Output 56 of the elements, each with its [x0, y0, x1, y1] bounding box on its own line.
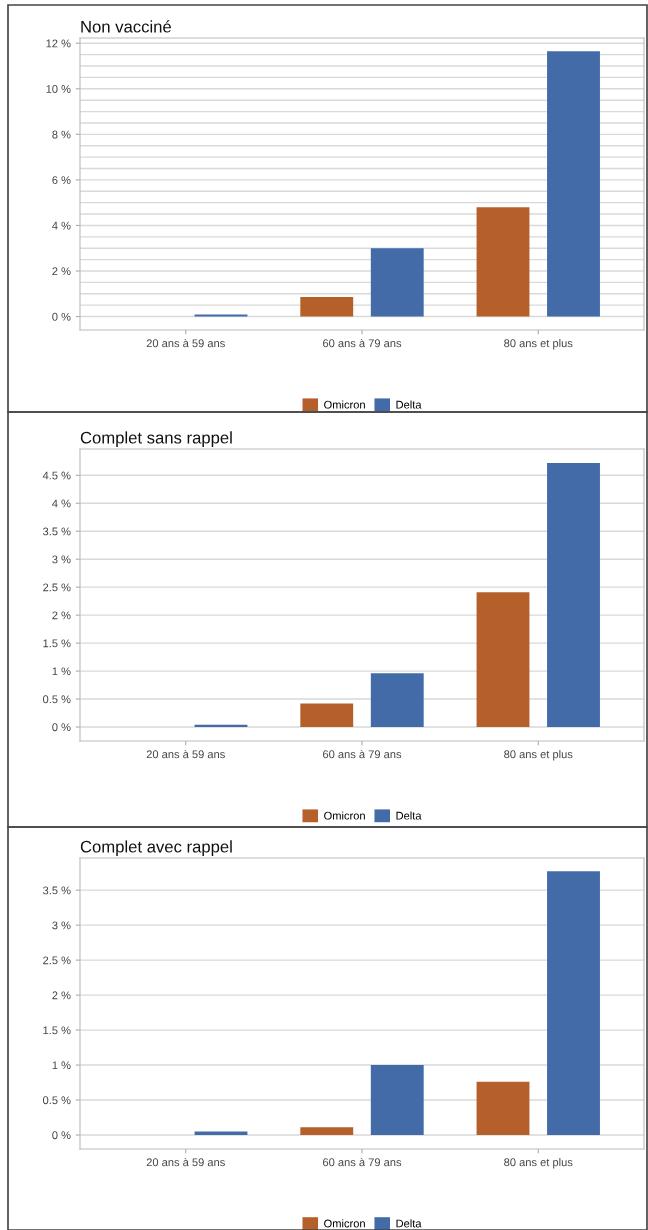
y-tick-label: 0 %: [52, 1131, 71, 1140]
y-tick-label: 0 %: [52, 723, 71, 732]
legend-label: Delta: [396, 811, 422, 820]
y-tick-label: 1.5 %: [43, 639, 71, 648]
y-tick-label: 10 %: [46, 85, 71, 93]
legend-label: Omicron: [324, 811, 365, 820]
x-tick-label: 60 ans à 79 ans: [323, 749, 402, 759]
y-tick-label: 2 %: [52, 611, 71, 620]
bar: [476, 592, 530, 728]
bar: [300, 1127, 354, 1136]
bar: [547, 462, 600, 728]
y-tick-label: 3 %: [52, 921, 71, 930]
bar: [476, 1081, 530, 1136]
y-tick-label: 2 %: [52, 267, 71, 276]
y-tick-label: 1 %: [52, 1061, 71, 1070]
y-tick-label: 2.5 %: [43, 956, 71, 965]
y-tick-label: 3.5 %: [42, 527, 71, 536]
bar: [547, 51, 600, 317]
y-tick-label: 8 %: [52, 130, 71, 139]
x-tick-label: 20 ans à 59 ans: [146, 1157, 225, 1167]
y-tick-label: 12 %: [46, 39, 71, 48]
x-tick-label: 20 ans à 59 ans: [146, 338, 225, 348]
legend-label: Delta: [396, 1219, 422, 1228]
y-tick-label: 1 %: [52, 667, 71, 676]
chart-title: Complet sans rappel: [80, 431, 232, 447]
bar: [370, 1065, 424, 1136]
legend-label: Omicron: [324, 400, 365, 409]
y-tick-label: 0.5 %: [42, 695, 71, 704]
y-tick-label: 6 %: [52, 176, 71, 185]
x-tick-label: 60 ans à 79 ans: [323, 1157, 402, 1167]
x-tick-label: 20 ans à 59 ans: [146, 749, 225, 759]
y-tick-label: 3.5 %: [42, 886, 71, 895]
x-tick-label: 80 ans et plus: [504, 750, 573, 761]
y-tick-label: 4.5 %: [42, 471, 71, 480]
y-tick-label: 2.5 %: [43, 583, 71, 592]
y-tick-label: 4 %: [52, 221, 71, 230]
bar: [476, 207, 530, 317]
bar: [194, 314, 248, 317]
x-tick-label: 80 ans et plus: [504, 1158, 573, 1169]
y-tick-label: 1.5 %: [43, 1026, 71, 1035]
legend-label: Omicron: [324, 1219, 365, 1228]
bar: [300, 703, 354, 728]
y-tick-label: 0 %: [52, 312, 71, 321]
y-tick-label: 0.5 %: [42, 1096, 71, 1105]
bar: [370, 248, 424, 317]
bar: [370, 673, 424, 728]
chart-title: Complet avec rappel: [80, 840, 232, 856]
x-tick-label: 60 ans à 79 ans: [323, 338, 402, 348]
legend-label: Delta: [396, 400, 422, 409]
y-tick-label: 4 %: [52, 499, 71, 508]
bar: [300, 296, 354, 317]
y-tick-label: 3 %: [52, 555, 71, 564]
x-tick-label: 80 ans et plus: [504, 339, 573, 350]
bar: [547, 871, 600, 1136]
y-tick-label: 2 %: [52, 991, 71, 1000]
chart-title: Non vacciné: [81, 20, 171, 33]
